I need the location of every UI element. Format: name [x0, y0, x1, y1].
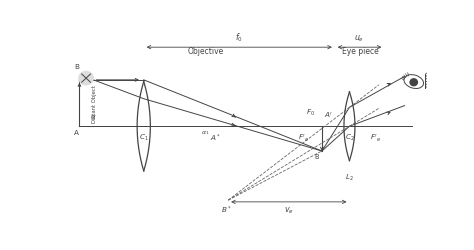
- Text: $F'_e$: $F'_e$: [370, 132, 381, 144]
- Text: $f_0$: $f_0$: [235, 31, 243, 44]
- Text: $v_e$: $v_e$: [284, 205, 294, 216]
- Circle shape: [79, 71, 93, 85]
- Text: $A^*$: $A^*$: [210, 132, 221, 144]
- Text: Objective: Objective: [188, 47, 224, 56]
- Text: $F'_e$: $F'_e$: [298, 132, 309, 144]
- Text: $A'$: $A'$: [325, 110, 334, 120]
- Text: Eye piece: Eye piece: [342, 47, 379, 56]
- Text: B: B: [314, 154, 319, 160]
- Text: Distant Object: Distant Object: [92, 85, 97, 123]
- Text: B: B: [74, 64, 79, 70]
- Text: $\alpha_1$: $\alpha_1$: [201, 129, 210, 137]
- Text: $B^*$: $B^*$: [221, 204, 232, 216]
- Circle shape: [410, 79, 418, 86]
- Text: $\alpha$: $\alpha$: [90, 113, 96, 121]
- Text: $u_e$: $u_e$: [355, 33, 365, 44]
- Text: A: A: [74, 130, 79, 136]
- Text: $F_0$: $F_0$: [306, 108, 315, 118]
- Text: $C_2$: $C_2$: [346, 132, 355, 143]
- Text: $L_2$: $L_2$: [345, 173, 354, 183]
- Text: $C_1$: $C_1$: [139, 132, 149, 143]
